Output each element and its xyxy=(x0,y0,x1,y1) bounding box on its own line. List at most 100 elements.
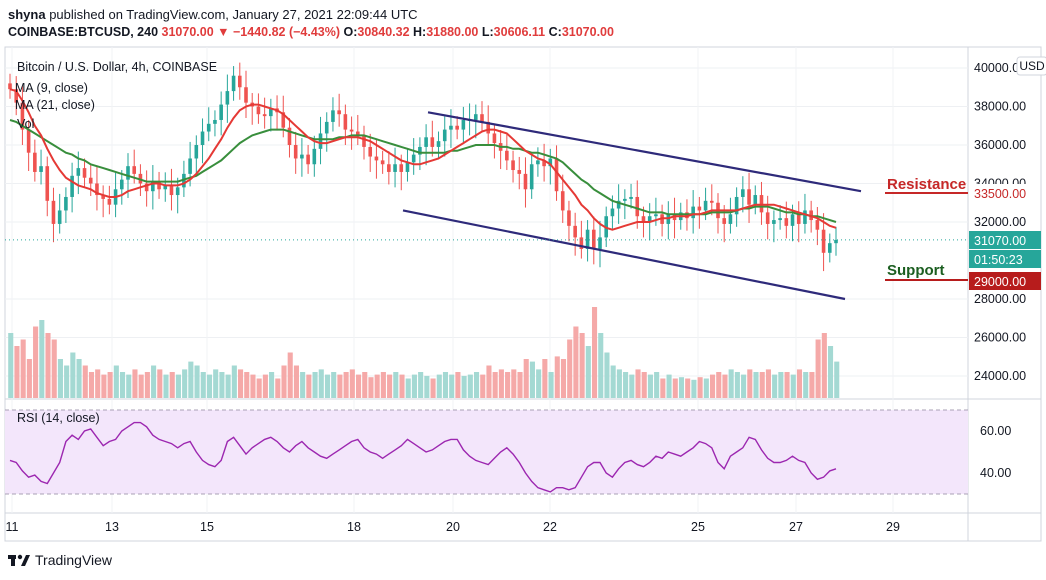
volume-bar xyxy=(14,346,20,398)
candle-body xyxy=(213,119,217,124)
volume-bar xyxy=(461,375,467,398)
volume-bar xyxy=(405,378,411,398)
volume-bar xyxy=(542,359,548,398)
candle-body xyxy=(219,104,223,120)
volume-bar xyxy=(765,369,771,398)
candle-body xyxy=(579,237,584,249)
y-tick-label: 28000.00 xyxy=(974,292,1026,306)
candle-body xyxy=(697,206,702,211)
volume-bar xyxy=(560,359,567,398)
candle-body xyxy=(827,243,832,253)
publish-text: published on TradingView.com, January 27… xyxy=(49,7,418,22)
candle-body xyxy=(728,214,733,224)
volume-bar xyxy=(293,365,299,398)
volume-bar xyxy=(821,333,827,398)
brand-name: TradingView xyxy=(35,552,113,568)
volume-bar xyxy=(579,333,585,398)
candle-body xyxy=(492,133,497,144)
low-label: L: xyxy=(481,25,494,39)
candle-body xyxy=(157,181,161,190)
volume-bar xyxy=(436,374,442,398)
volume-bar xyxy=(536,369,542,398)
open-value: 30840.32 xyxy=(357,25,410,39)
volume-bar xyxy=(747,369,753,398)
volume-bar xyxy=(573,326,579,398)
volume-bar xyxy=(163,374,169,398)
volume-bar xyxy=(57,359,63,398)
volume-bar xyxy=(585,346,591,398)
last-price: 31070.00 xyxy=(161,25,214,39)
author-name: shyna xyxy=(8,7,46,22)
candle-body xyxy=(449,125,453,130)
volume-bar xyxy=(709,374,716,398)
x-tick-label: 20 xyxy=(446,520,460,534)
volume-bar xyxy=(492,372,498,398)
candle-body xyxy=(629,196,633,199)
countdown-tag xyxy=(969,250,1041,268)
rsi-band xyxy=(5,410,968,494)
candle-body xyxy=(455,125,459,130)
volume-bar xyxy=(26,359,32,398)
volume-bar xyxy=(598,333,604,398)
volume-bar xyxy=(734,372,740,398)
volume-bar xyxy=(455,372,461,398)
volume-bar xyxy=(151,365,157,398)
candle-body xyxy=(33,152,37,172)
currency-button[interactable] xyxy=(1016,56,1046,76)
candle-body xyxy=(132,166,137,174)
close-label: C: xyxy=(548,25,562,39)
candle-body xyxy=(237,75,242,88)
x-tick-label: 22 xyxy=(543,520,557,534)
volume-bar xyxy=(722,374,728,398)
volume-bar xyxy=(237,369,244,398)
ohlc-bar: COINBASE:BTCUSD, 240 31070.00 ▼ −1440.82… xyxy=(8,25,614,39)
volume-bar xyxy=(685,378,691,398)
publish-info: shyna published on TradingView.com, Janu… xyxy=(8,7,418,22)
candle-body xyxy=(355,131,360,136)
resistance-tag xyxy=(969,184,1039,203)
x-tick-label: 29 xyxy=(886,520,900,534)
candle-body xyxy=(623,198,627,201)
volume-bar xyxy=(262,374,268,398)
volume-bar xyxy=(517,372,523,398)
volume-bar xyxy=(318,369,324,398)
candle-body xyxy=(734,196,739,215)
price-change: −1440.82 (−4.43%) xyxy=(233,25,341,39)
volume-bar xyxy=(101,374,107,398)
candle-body xyxy=(337,110,341,115)
volume-bar xyxy=(355,374,362,398)
candle-body xyxy=(194,145,199,159)
candle-body xyxy=(442,129,447,142)
low-value: 30606.11 xyxy=(493,25,546,39)
volume-bar xyxy=(430,378,436,398)
candle-body xyxy=(772,220,776,224)
volume-bar xyxy=(678,377,685,398)
volume-bar xyxy=(113,365,119,398)
volume-bar xyxy=(759,372,765,398)
volume-bar xyxy=(45,333,51,398)
volume-bar xyxy=(213,369,219,398)
candle-body xyxy=(293,145,298,159)
volume-bar xyxy=(138,374,144,398)
volume-bar xyxy=(244,372,250,398)
volume-bar xyxy=(505,372,511,398)
volume-bar xyxy=(418,372,424,398)
volume-bar xyxy=(411,374,417,398)
candle-body xyxy=(101,195,105,199)
volume-bar xyxy=(629,374,635,398)
open-label: O: xyxy=(343,25,358,39)
candle-body xyxy=(306,154,310,165)
volume-bar xyxy=(368,377,374,398)
current-price-tag xyxy=(969,231,1041,249)
candle-body xyxy=(144,183,149,192)
candle-body xyxy=(374,156,379,161)
volume-bar xyxy=(269,372,275,398)
channel-upper-line xyxy=(427,111,862,193)
volume-bar xyxy=(511,369,517,398)
candle-body xyxy=(542,160,546,167)
volume-bar xyxy=(51,339,57,398)
volume-bar xyxy=(827,346,834,398)
y-tick-label: 32000.00 xyxy=(974,215,1026,229)
candle-body xyxy=(331,110,335,122)
